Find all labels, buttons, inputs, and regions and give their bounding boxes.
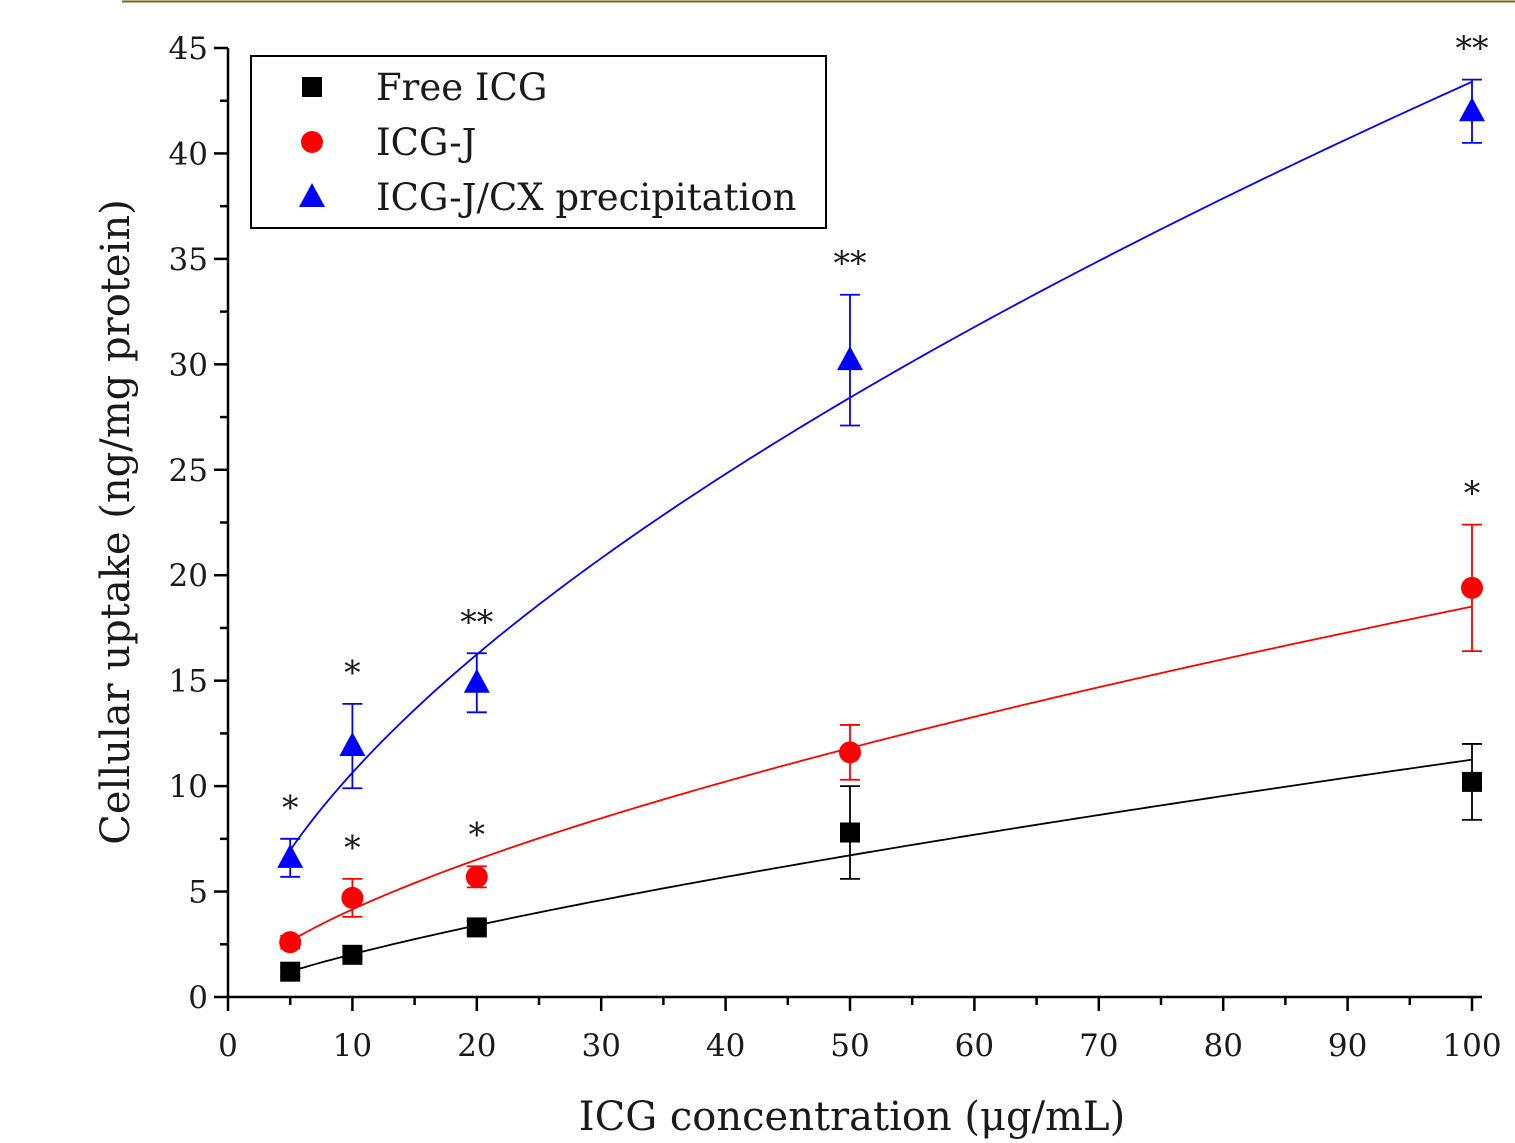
significance-label: * bbox=[469, 815, 486, 854]
y-tick-label: 0 bbox=[188, 980, 208, 1016]
legend-label: Free ICG bbox=[376, 66, 547, 109]
legend-box bbox=[250, 55, 827, 229]
icg-j-point bbox=[465, 865, 488, 888]
x-tick-label: 60 bbox=[955, 1028, 994, 1064]
free-icg-point bbox=[466, 917, 487, 938]
legend-circle-marker bbox=[301, 131, 323, 153]
x-axis-title: ICG concentration (μg/mL) bbox=[579, 1094, 1125, 1140]
y-tick-label: 25 bbox=[169, 453, 208, 489]
icg-j-point bbox=[279, 931, 302, 954]
significance-label: * bbox=[282, 788, 299, 827]
data-points bbox=[277, 97, 1485, 982]
icg-j-point bbox=[341, 886, 364, 909]
icg-j-cx-point bbox=[837, 346, 863, 371]
free-icg-point bbox=[1462, 771, 1482, 792]
x-tick-label: 50 bbox=[830, 1028, 869, 1064]
x-tick-label: 10 bbox=[333, 1028, 372, 1064]
significance-label: * bbox=[1464, 474, 1481, 513]
fit-curve bbox=[289, 80, 1473, 851]
fit-curve bbox=[289, 758, 1473, 973]
y-tick-label: 35 bbox=[169, 242, 208, 278]
icg-j-cx-point bbox=[1459, 97, 1485, 122]
y-tick-label: 5 bbox=[188, 875, 208, 911]
icg-j-cx-point bbox=[339, 732, 366, 757]
x-tick-label: 90 bbox=[1328, 1028, 1367, 1064]
x-tick-label: 20 bbox=[457, 1028, 496, 1064]
x-tick-label: 100 bbox=[1442, 1028, 1501, 1064]
y-axis-title: Cellular uptake (ng/mg protein) bbox=[93, 199, 139, 844]
y-axis-ticks: 0 5 10 15 20 25 30 35 40 45 bbox=[169, 31, 228, 1016]
y-tick-label: 30 bbox=[169, 347, 208, 383]
significance-labels: * ********** bbox=[282, 29, 1489, 867]
icg-j-cx-point bbox=[277, 843, 304, 868]
fit-curves bbox=[289, 80, 1473, 973]
x-tick-label: 0 bbox=[218, 1028, 238, 1064]
free-icg-point bbox=[840, 822, 860, 843]
y-tick-label: 40 bbox=[169, 136, 208, 172]
y-tick-label: 20 bbox=[169, 558, 208, 594]
x-tick-label: 70 bbox=[1079, 1028, 1118, 1064]
legend-label: ICG-J/CX precipitation bbox=[376, 176, 796, 219]
free-icg-point bbox=[280, 961, 301, 982]
y-tick-label: 45 bbox=[169, 31, 208, 67]
legend-triangle-marker bbox=[299, 183, 325, 207]
significance-label: * bbox=[344, 828, 361, 867]
y-tick-label: 15 bbox=[169, 664, 208, 700]
legend-label: ICG-J bbox=[376, 121, 477, 164]
x-tick-label: 40 bbox=[706, 1028, 745, 1064]
icg-j-point bbox=[1461, 576, 1483, 599]
significance-label: ** bbox=[834, 244, 867, 283]
icg-j-point bbox=[839, 741, 861, 764]
icg-j-cx-point bbox=[463, 668, 490, 693]
x-tick-label: 80 bbox=[1203, 1028, 1242, 1064]
significance-label: ** bbox=[460, 602, 493, 641]
free-icg-point bbox=[342, 944, 363, 965]
x-tick-label: 30 bbox=[581, 1028, 620, 1064]
y-tick-label: 10 bbox=[169, 769, 208, 805]
fit-curve bbox=[289, 605, 1473, 942]
x-axis-ticks: 0 10 20 30 40 50 60 70 80 90 100 bbox=[218, 997, 1502, 1064]
legend-square-marker bbox=[302, 77, 322, 97]
significance-label: * bbox=[344, 653, 361, 692]
significance-label: ** bbox=[1456, 29, 1489, 68]
legend: Free ICG ICG-J ICG-J/CX precipitation bbox=[250, 55, 827, 229]
